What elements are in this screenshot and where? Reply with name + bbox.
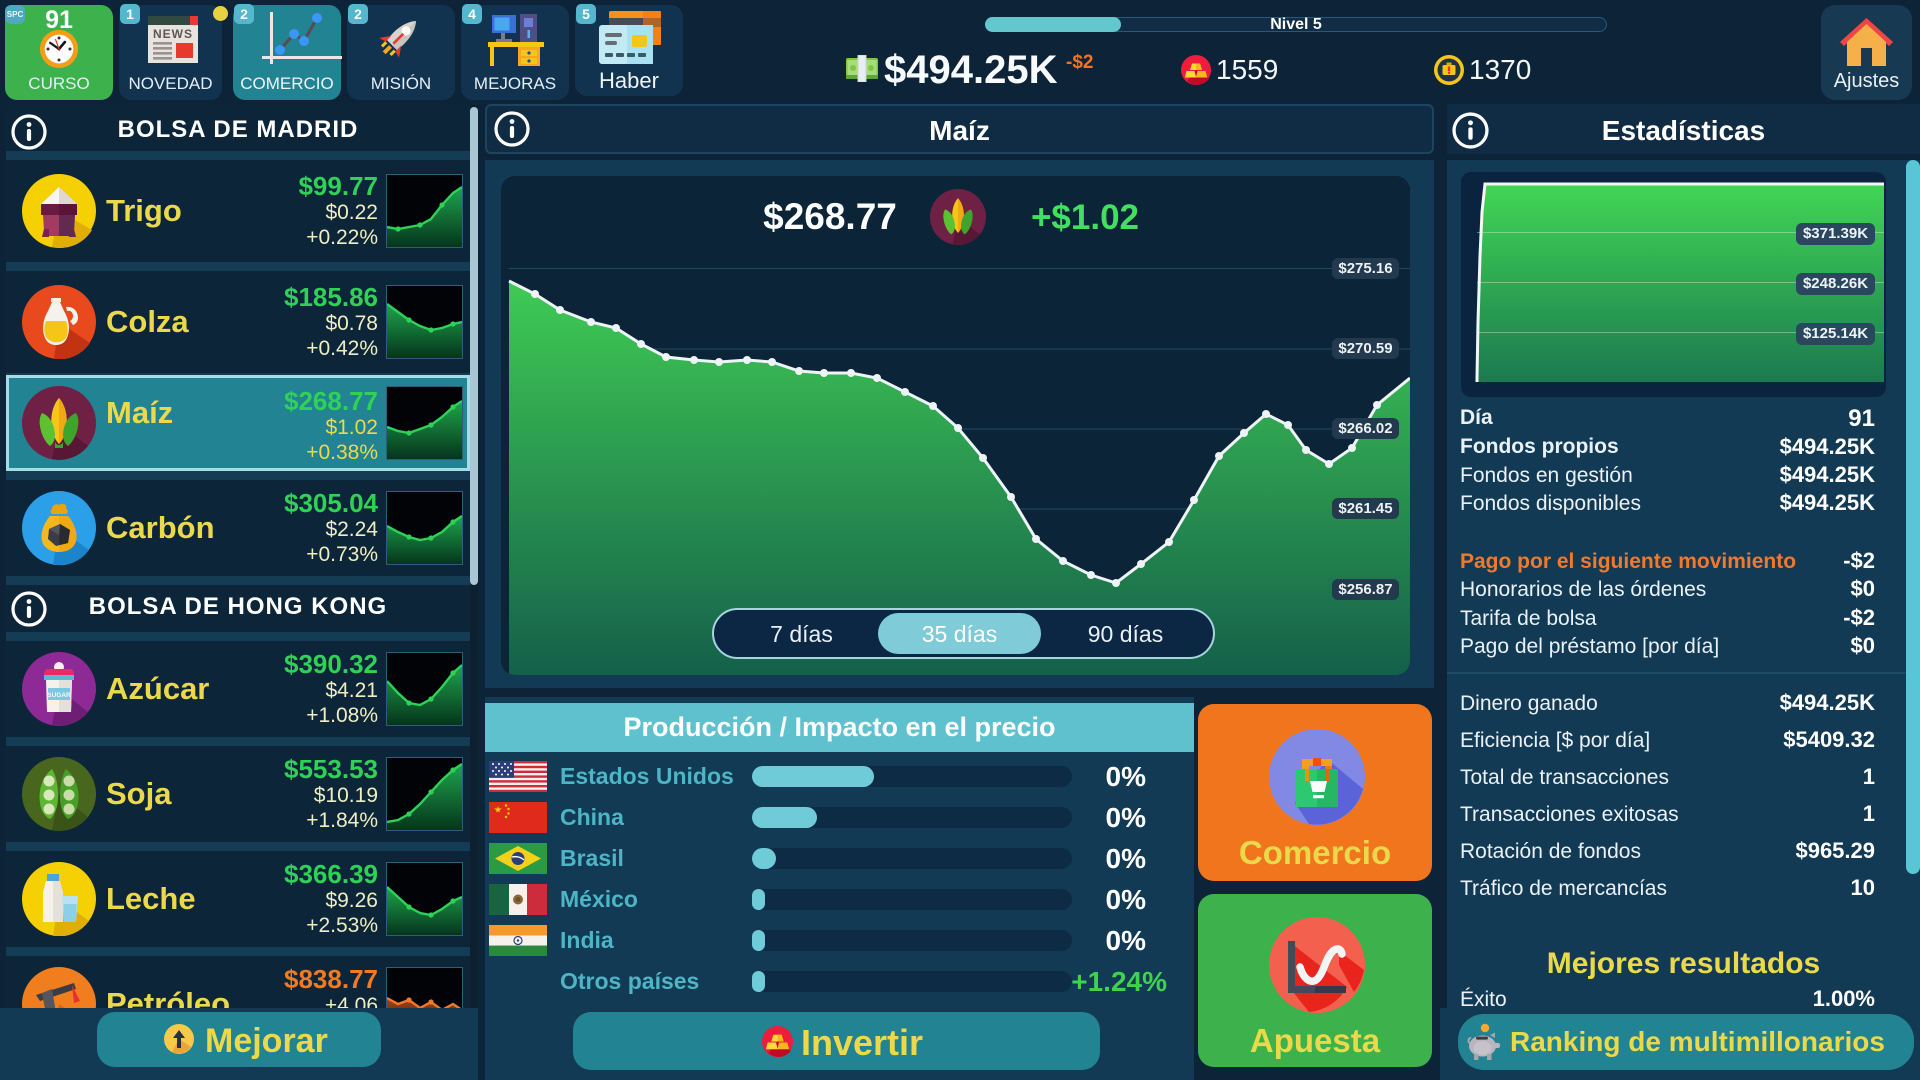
- svg-text:NEWS: NEWS: [153, 27, 193, 41]
- svg-text:SUGAR: SUGAR: [47, 692, 71, 699]
